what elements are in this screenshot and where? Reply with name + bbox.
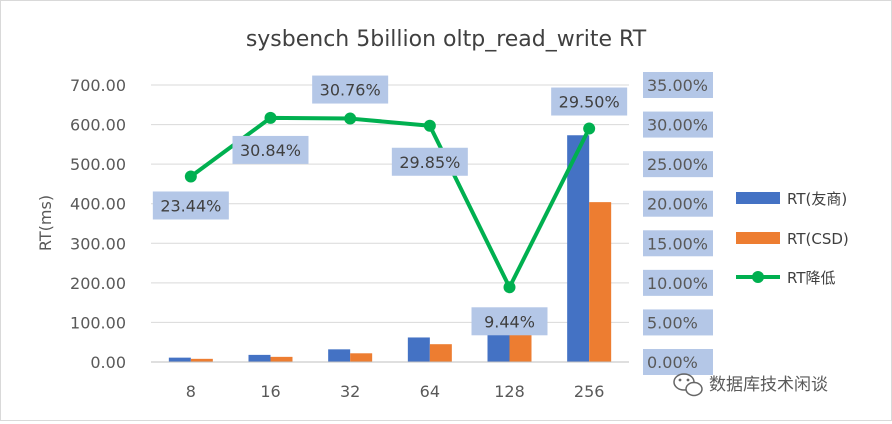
bar-competitor	[248, 354, 271, 362]
legend-marker	[752, 271, 764, 283]
y2-tick-label: 30.00%	[647, 116, 708, 135]
bar-competitor	[328, 349, 351, 362]
legend-item: RT(友商)	[736, 190, 847, 208]
data-label: 23.44%	[152, 191, 229, 220]
rt-reduction-point	[423, 119, 436, 132]
data-label-box	[551, 87, 628, 116]
y2-tick: 20.00%	[643, 190, 713, 217]
data-label: 29.85%	[391, 147, 468, 176]
x-tick-label: 16	[260, 382, 280, 401]
data-label: 29.50%	[551, 87, 628, 116]
y2-tick: 15.00%	[643, 230, 713, 257]
x-tick-label: 64	[420, 382, 440, 401]
bar-csd	[270, 356, 293, 362]
y2-tick-label: 35.00%	[647, 76, 708, 95]
data-label-box	[312, 75, 389, 104]
chart-title: sysbench 5billion oltp_read_write RT	[246, 27, 647, 52]
y-tick-label: 200.00	[70, 274, 126, 293]
watermark: 数据库技术闲谈	[673, 373, 828, 397]
x-tick-label: 32	[340, 382, 360, 401]
legend: RT(友商) RT(CSD) RT降低	[736, 190, 849, 287]
data-label-text: 29.85%	[399, 153, 460, 172]
watermark-text: 数据库技术闲谈	[709, 375, 828, 395]
y2-tick-highlight	[643, 151, 713, 178]
y2-tick-label: 25.00%	[647, 155, 708, 174]
data-label: 30.76%	[312, 75, 389, 104]
bar-csd	[429, 344, 452, 362]
y2-tick: 35.00%	[643, 72, 713, 98]
y2-tick-highlight	[643, 72, 713, 98]
rt-reduction-point	[184, 170, 197, 183]
legend-label: RT(友商)	[787, 190, 847, 208]
y-tick-label: 100.00	[70, 313, 126, 332]
data-label-text: 9.44%	[484, 312, 535, 331]
bar-csd	[509, 333, 532, 362]
bar-competitor	[168, 357, 191, 362]
y-tick-label: 0.00	[90, 353, 126, 372]
y-tick-label: 700.00	[70, 76, 126, 95]
wechat-icon	[673, 373, 703, 397]
y2-tick: 5.00%	[643, 309, 713, 336]
y2-tick-label: 0.00%	[647, 353, 698, 372]
data-label-text: 30.76%	[320, 81, 381, 100]
y2-tick-highlight	[643, 269, 713, 296]
data-label-box	[152, 191, 229, 220]
legend-swatch	[736, 192, 780, 204]
legend-label: RT降低	[787, 269, 836, 287]
rt-reduction-point	[264, 111, 277, 124]
y2-tick-label: 5.00%	[647, 313, 698, 332]
y2-tick-highlight	[643, 230, 713, 257]
y2-tick-highlight	[643, 190, 713, 217]
rt-reduction-point	[503, 281, 516, 294]
y2-tick: 0.00%	[643, 349, 713, 375]
y2-tick-highlight	[643, 111, 713, 138]
bar-csd	[589, 202, 612, 362]
x-tick-label: 128	[494, 382, 525, 401]
bar-csd	[350, 353, 373, 362]
data-label-text: 29.50%	[559, 93, 620, 112]
legend-label: RT(CSD)	[787, 230, 849, 248]
y-tick-label: 500.00	[70, 155, 126, 174]
y-axis-title: RT(ms)	[36, 195, 55, 251]
data-label-text: 30.84%	[240, 141, 301, 160]
bar-csd	[190, 358, 213, 362]
legend-item: RT降低	[736, 269, 836, 287]
legend-swatch	[736, 232, 780, 244]
bar-competitor	[567, 135, 590, 362]
y-tick-label: 400.00	[70, 195, 126, 214]
legend-item: RT(CSD)	[736, 230, 849, 248]
rt-reduction-line	[189, 115, 591, 290]
y-tick-label: 600.00	[70, 116, 126, 135]
y2-tick-highlight	[643, 349, 713, 375]
y2-tick: 30.00%	[643, 111, 713, 138]
y-tick-label: 300.00	[70, 234, 126, 253]
bar-competitor	[407, 337, 430, 362]
data-label: 9.44%	[471, 307, 548, 336]
y2-tick-label: 15.00%	[647, 234, 708, 253]
y2-tick: 10.00%	[643, 269, 713, 296]
bar-competitor	[487, 330, 510, 362]
y2-tick: 25.00%	[643, 151, 713, 178]
data-label-box	[391, 147, 468, 176]
data-label-box	[232, 135, 309, 164]
y2-tick-label: 20.00%	[647, 195, 708, 214]
data-label: 30.84%	[232, 135, 309, 164]
data-label-box	[471, 307, 548, 336]
y2-tick-highlight	[643, 309, 713, 336]
rt-reduction-point	[583, 122, 596, 135]
x-tick-label: 8	[186, 382, 196, 401]
data-label-text: 23.44%	[160, 196, 221, 215]
x-tick-label: 256	[574, 382, 605, 401]
rt-reduction-point	[344, 112, 357, 125]
y2-tick-label: 10.00%	[647, 274, 708, 293]
